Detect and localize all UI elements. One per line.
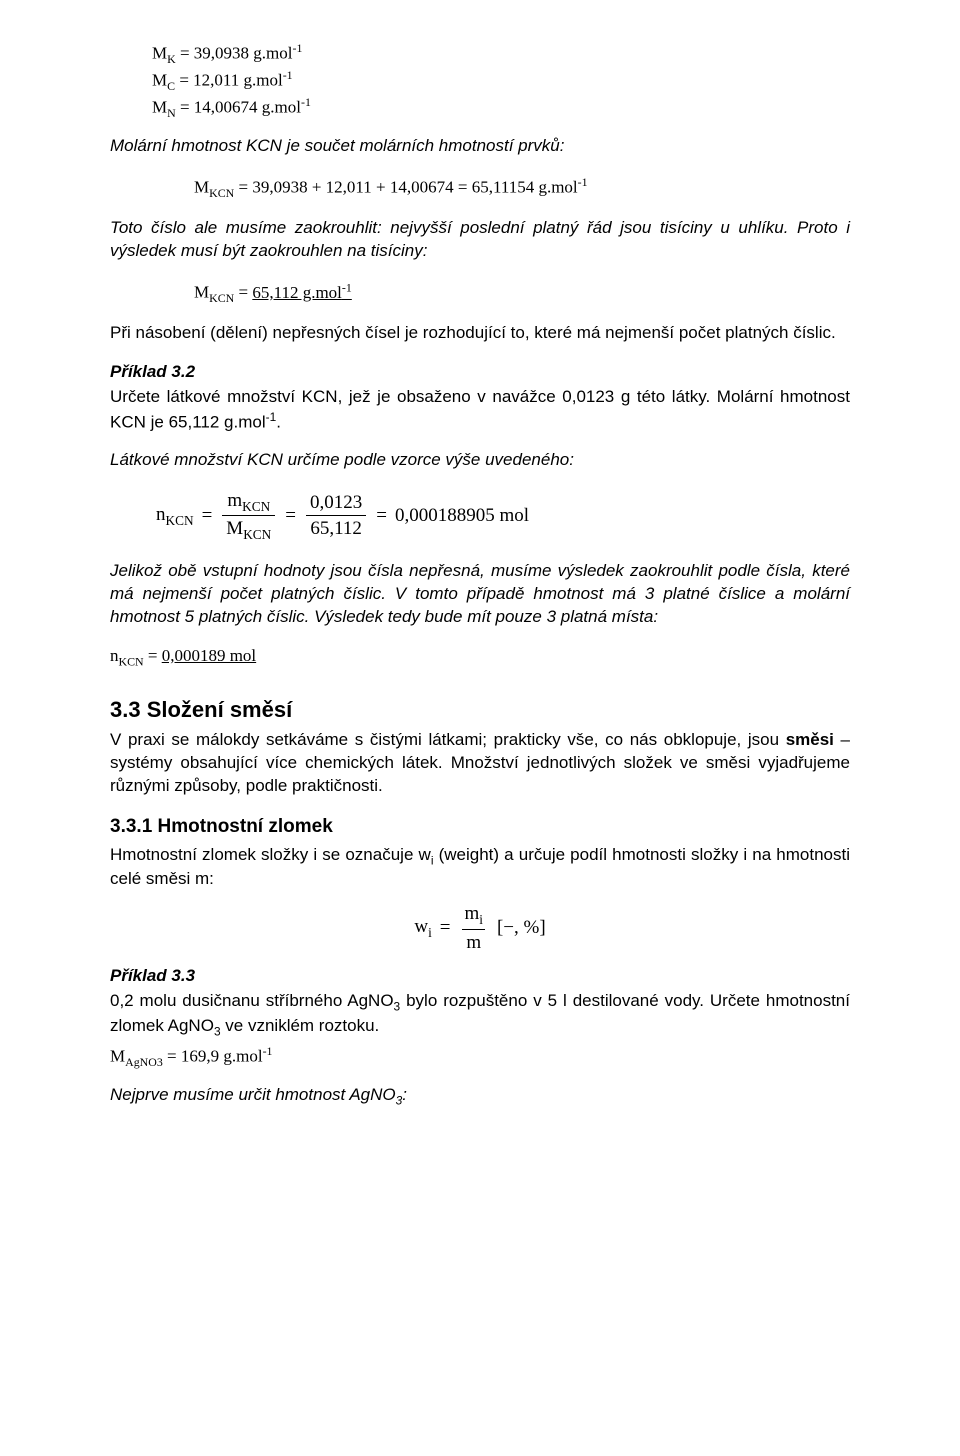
text: V praxi se málokdy setkáváme s čistými l… (110, 730, 786, 749)
fraction-denominator: m (462, 929, 485, 956)
example-3-3-text: 0,2 molu dusičnanu stříbrného AgNO3 bylo… (110, 990, 850, 1039)
text: M (226, 518, 243, 539)
section-3-3-1-heading: 3.3.1 Hmotnostní zlomek (110, 814, 850, 840)
paragraph-determine-mass: Nejprve musíme určit hmotnost AgNO3: (110, 1084, 850, 1108)
molar-mass-k: MK = 39,0938 g.mol-1 (152, 40, 850, 67)
fraction-numerator: 0,0123 (306, 490, 366, 516)
text: 0,2 molu dusičnanu stříbrného AgNO (110, 991, 394, 1010)
document-page: MK = 39,0938 g.mol-1 MC = 12,011 g.mol-1… (0, 0, 960, 1456)
molar-mass-block: MK = 39,0938 g.mol-1 MC = 12,011 g.mol-1… (152, 40, 850, 121)
equals-sign: = (285, 503, 296, 529)
example-3-3-label: Příklad 3.3 (110, 965, 850, 988)
superscript: -1 (266, 410, 277, 424)
text: = 169,9 g.mol (163, 1047, 263, 1066)
superscript: -1 (263, 1044, 273, 1058)
subscript: KCN (119, 654, 144, 668)
text: = 12,011 g.mol (175, 71, 283, 90)
subscript: KCN (209, 291, 234, 305)
fraction-numerator: mKCN (223, 488, 274, 516)
text: n (110, 646, 119, 665)
paragraph-rounding-result: Jelikož obě vstupní hodnoty jsou čísla n… (110, 560, 850, 629)
example-3-2-label: Příklad 3.2 (110, 361, 850, 384)
paragraph-formula-intro: Látkové množství KCN určíme podle vzorce… (110, 449, 850, 472)
subscript: i (428, 925, 432, 940)
equals-sign: = (376, 503, 387, 529)
text: = 14,00674 g.mol (176, 98, 301, 117)
equals-sign: = (202, 503, 213, 529)
text: M (152, 71, 167, 90)
text: = (234, 283, 252, 302)
paragraph-molar-sum: Molární hmotnost KCN je součet molárních… (110, 135, 850, 158)
formula-nkcn: nKCN = mKCN MKCN = 0,0123 65,112 = 0,000… (152, 488, 850, 544)
fraction-denominator: 65,112 (306, 515, 366, 542)
superscript: -1 (283, 68, 293, 82)
equation-mkcn-rounded: MKCN = 65,112 g.mol-1 (194, 279, 850, 306)
text: = 39,0938 + 12,011 + 14,00674 = 65,11154… (234, 178, 577, 197)
formula-lhs: nKCN (156, 502, 194, 530)
value: 0,000189 mol (162, 646, 256, 665)
value: 65,112 g.mol (252, 283, 342, 302)
subscript: KCN (243, 527, 271, 542)
text: = 39,0938 g.mol (176, 44, 293, 63)
text: M (110, 1047, 125, 1066)
subscript: KCN (242, 499, 270, 514)
subscript: N (167, 106, 176, 120)
example-3-2-text: Určete látkové množství KCN, jež je obsa… (110, 386, 850, 435)
formula-result: 0,000188905 mol (395, 503, 529, 529)
text: = (144, 646, 162, 665)
subscript: KCN (209, 186, 234, 200)
paragraph-mixtures: V praxi se málokdy setkáváme s čistými l… (110, 729, 850, 798)
subscript: i (479, 912, 483, 927)
bold-text: směsi (786, 730, 834, 749)
subscript: K (167, 52, 176, 66)
superscript: -1 (578, 175, 588, 189)
text: M (152, 44, 167, 63)
section-3-3-heading: 3.3 Složení směsí (110, 695, 850, 725)
text: M (194, 178, 209, 197)
paragraph-mass-fraction: Hmotnostní zlomek složky i se označuje w… (110, 844, 850, 891)
example-3-3-molar-mass: MAgNO3 = 169,9 g.mol-1 (110, 1043, 850, 1070)
text: M (194, 283, 209, 302)
molar-mass-n: MN = 14,00674 g.mol-1 (152, 94, 850, 121)
subscript: KCN (166, 513, 194, 528)
superscript: -1 (342, 280, 352, 294)
text: . (276, 413, 281, 432)
text: w (414, 916, 428, 937)
equation-mkcn-sum: MKCN = 39,0938 + 12,011 + 14,00674 = 65,… (194, 174, 850, 201)
subscript: C (167, 79, 175, 93)
text: n (156, 504, 166, 525)
paragraph-multiplication-rule: Při násobení (dělení) nepřesných čísel j… (110, 322, 850, 345)
text: Nejprve musíme určit hmotnost AgNO (110, 1085, 396, 1104)
fraction: mi m (460, 901, 486, 955)
equals-sign: = (440, 915, 451, 941)
superscript: -1 (301, 95, 311, 109)
equation-nkcn-rounded: nKCN = 0,000189 mol (110, 645, 850, 669)
text: Hmotnostní zlomek složky i se označuje w (110, 845, 431, 864)
fraction-numeric: 0,0123 65,112 (306, 490, 366, 542)
text: m (464, 903, 479, 924)
fraction-denominator: MKCN (222, 515, 275, 544)
fraction-numerator: mi (460, 901, 486, 929)
formula-mass-fraction: wi = mi m [−, %] (110, 901, 850, 955)
superscript: -1 (293, 41, 303, 55)
text: ve vzniklém roztoku. (221, 1016, 380, 1035)
subscript: 3 (214, 1024, 221, 1038)
fraction-symbolic: mKCN MKCN (222, 488, 275, 544)
molar-mass-c: MC = 12,011 g.mol-1 (152, 67, 850, 94)
text: m (227, 490, 242, 511)
text: Určete látkové množství KCN, jež je obsa… (110, 387, 850, 432)
text: : (402, 1085, 407, 1104)
subscript: AgNO3 (125, 1055, 163, 1069)
formula-lhs: wi (414, 914, 431, 942)
units: [−, %] (497, 915, 546, 941)
text: M (152, 98, 167, 117)
paragraph-rounding: Toto číslo ale musíme zaokrouhlit: nejvy… (110, 217, 850, 263)
